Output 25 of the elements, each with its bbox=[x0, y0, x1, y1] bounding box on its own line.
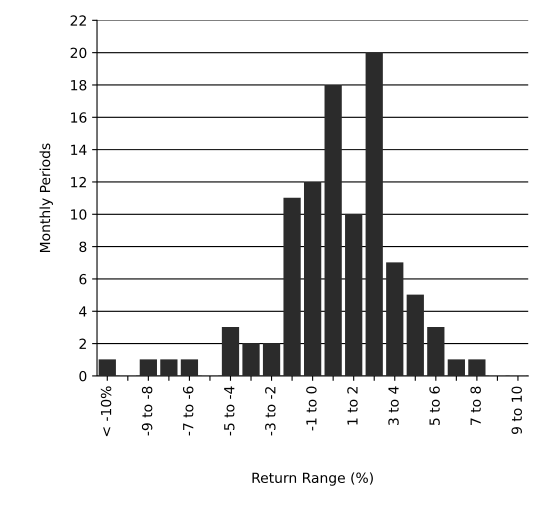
y-tick-label: 8 bbox=[79, 242, 86, 252]
x-tick-label: -5 to -4 bbox=[224, 386, 235, 436]
x-tick-label: 1 to 2 bbox=[347, 387, 358, 425]
x-tick-label: 9 to 10 bbox=[511, 386, 522, 434]
y-tick-label: 14 bbox=[71, 144, 87, 155]
x-tick-label: -7 to -6 bbox=[182, 386, 194, 436]
y-tick-label: 10 bbox=[71, 209, 86, 220]
y-axis-title: Monthly Periods bbox=[40, 144, 53, 252]
x-axis-title: Return Range (%) bbox=[252, 472, 373, 486]
y-tick-label: 16 bbox=[71, 112, 86, 123]
y-tick-label: 2 bbox=[79, 338, 86, 349]
y-tick-label: 22 bbox=[70, 15, 86, 26]
x-tick-label: -9 to -8 bbox=[142, 386, 152, 436]
x-tick-label: 5 to 6 bbox=[429, 386, 440, 426]
y-tick-label: 0 bbox=[79, 370, 86, 382]
y-tick-label: 18 bbox=[71, 80, 86, 90]
x-tick-label: -1 to 0 bbox=[306, 386, 317, 430]
x-tick-label: 7 to 8 bbox=[470, 386, 481, 425]
y-tick-label: 12 bbox=[71, 176, 86, 188]
y-tick-label: 20 bbox=[70, 48, 86, 58]
x-tick-label: < -10% bbox=[100, 386, 112, 436]
y-tick-label: 6 bbox=[79, 274, 86, 284]
x-tick-label: 3 to 4 bbox=[388, 386, 399, 426]
x-tick-label: -3 to -2 bbox=[265, 387, 276, 436]
y-tick-label: 4 bbox=[79, 306, 87, 317]
